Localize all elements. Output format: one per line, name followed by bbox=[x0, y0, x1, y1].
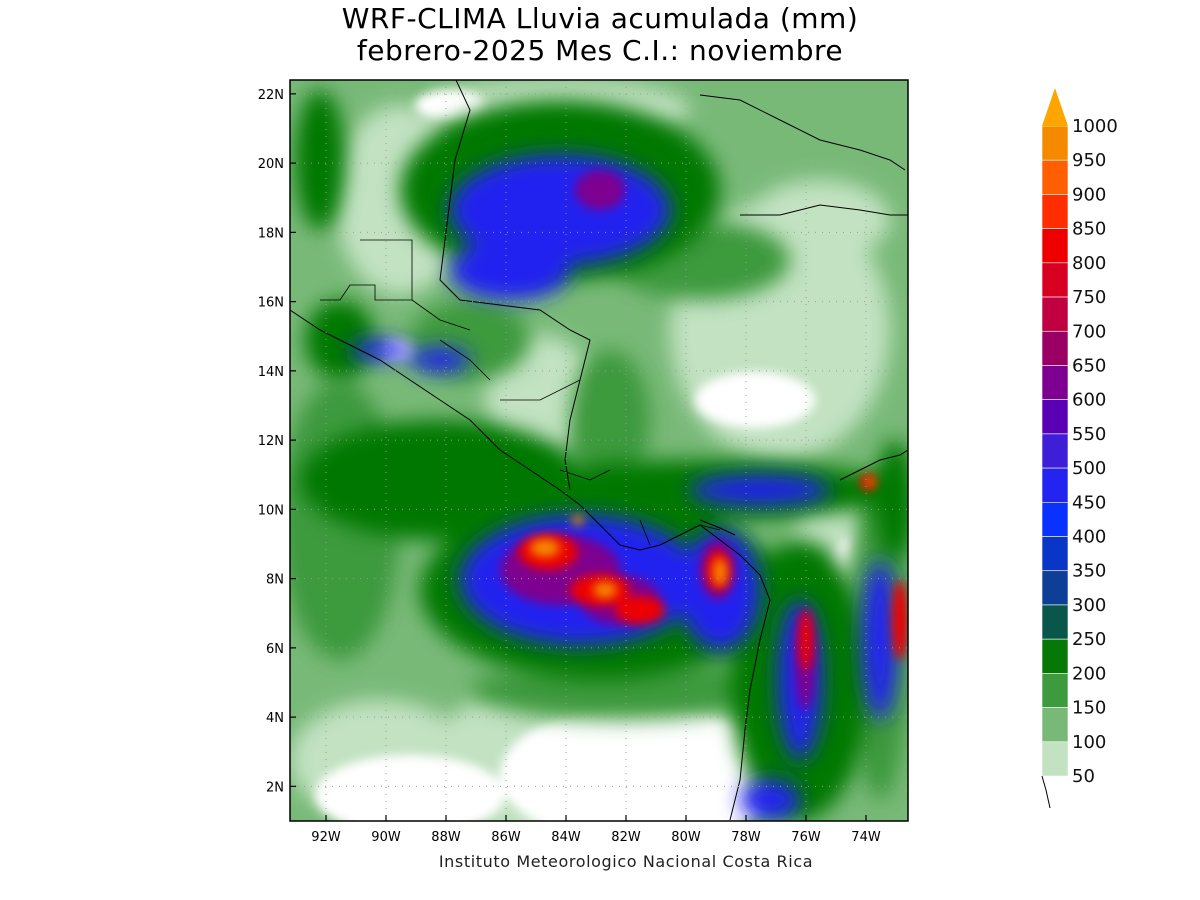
lon-tick-label: 76W bbox=[791, 830, 821, 845]
colorbar-label: 350 bbox=[1072, 561, 1106, 582]
colorbar-underflow-mark bbox=[1041, 775, 1051, 809]
colorbar: 1000 950 900 850 800 750 700 650 600 550 500 450 400… bbox=[1041, 88, 1118, 809]
lon-tick-label: 86W bbox=[491, 830, 521, 845]
plot-frame bbox=[289, 79, 909, 822]
colorbar-swatch bbox=[1041, 159, 1069, 195]
colorbar-label: 50 bbox=[1072, 766, 1095, 787]
colorbar-swatch bbox=[1041, 502, 1069, 537]
chart-title-line1: WRF-CLIMA Lluvia acumulada (mm) bbox=[341, 2, 859, 35]
lon-tick-label: 88W bbox=[431, 830, 461, 845]
colorbar-label: 700 bbox=[1072, 321, 1106, 342]
colorbar-swatch bbox=[1041, 638, 1069, 674]
lat-tick-label: 2N bbox=[266, 780, 284, 795]
colorbar-overflow-triangle bbox=[1042, 88, 1068, 126]
colorbar-swatch bbox=[1041, 399, 1069, 435]
colorbar-swatch bbox=[1041, 125, 1069, 161]
colorbar-swatch bbox=[1041, 194, 1069, 229]
lon-tick-label: 82W bbox=[611, 830, 641, 845]
colorbar-swatch bbox=[1041, 467, 1069, 503]
colorbar-label: 500 bbox=[1072, 458, 1106, 479]
lat-tick-label: 12N bbox=[258, 434, 284, 449]
lon-tick-label: 78W bbox=[731, 830, 761, 845]
lat-tick-label: 18N bbox=[258, 226, 284, 241]
colorbar-label: 450 bbox=[1072, 492, 1106, 513]
colorbar-label: 250 bbox=[1072, 629, 1106, 650]
colorbar-label: 200 bbox=[1072, 663, 1106, 684]
colorbar-label: 750 bbox=[1072, 287, 1106, 308]
lon-tick-label: 90W bbox=[371, 830, 401, 845]
colorbar-swatch bbox=[1041, 228, 1069, 264]
colorbar-label: 850 bbox=[1072, 219, 1106, 240]
colorbar-label: 100 bbox=[1072, 732, 1106, 753]
lon-tick-label: 80W bbox=[671, 830, 701, 845]
colorbar-label: 650 bbox=[1072, 355, 1106, 376]
latitude-axis: 22N 20N 18N 16N 14N 12N 10N 8N 6N 4N 2N bbox=[258, 88, 296, 795]
colorbar-label: 400 bbox=[1072, 527, 1106, 548]
longitude-axis: 92W 90W 88W 86W 84W 82W 80W 78W 76W 74W bbox=[311, 815, 881, 845]
colorbar-swatch bbox=[1041, 673, 1069, 708]
colorbar-label: 600 bbox=[1072, 390, 1106, 411]
colorbar-swatch bbox=[1041, 741, 1069, 777]
lat-tick-label: 10N bbox=[258, 503, 284, 518]
colorbar-swatch bbox=[1041, 604, 1069, 640]
colorbar-label: 550 bbox=[1072, 424, 1106, 445]
colorbar-swatch bbox=[1041, 433, 1069, 469]
colorbar-swatch bbox=[1041, 570, 1069, 606]
lon-tick-label: 84W bbox=[551, 830, 581, 845]
colorbar-label: 950 bbox=[1072, 150, 1106, 171]
lat-tick-label: 8N bbox=[266, 573, 284, 588]
colorbar-label: 150 bbox=[1072, 698, 1106, 719]
lon-tick-label: 92W bbox=[311, 830, 341, 845]
lat-tick-label: 20N bbox=[258, 157, 284, 172]
colorbar-swatch bbox=[1041, 262, 1069, 298]
colorbar-swatch bbox=[1041, 365, 1069, 400]
lat-tick-label: 22N bbox=[258, 88, 284, 103]
lat-tick-label: 16N bbox=[258, 296, 284, 311]
lat-tick-label: 6N bbox=[266, 642, 284, 657]
lat-tick-label: 14N bbox=[258, 365, 284, 380]
precipitation-field bbox=[290, 80, 908, 821]
colorbar-swatch bbox=[1041, 707, 1069, 743]
colorbar-label: 1000 bbox=[1072, 116, 1118, 137]
credit-text: Instituto Meteorologico Nacional Costa R… bbox=[438, 852, 814, 871]
colorbar-label: 900 bbox=[1072, 184, 1106, 205]
colorbar-swatch bbox=[1041, 536, 1069, 572]
colorbar-label: 300 bbox=[1072, 595, 1106, 616]
lat-tick-label: 4N bbox=[266, 711, 284, 726]
lon-tick-label: 74W bbox=[851, 830, 881, 845]
country-borders bbox=[320, 239, 721, 546]
colorbar-swatch bbox=[1041, 330, 1069, 366]
coastlines bbox=[290, 80, 908, 821]
grid-lines bbox=[290, 80, 908, 821]
chart-title-line2: febrero-2025 Mes C.I.: noviembre bbox=[356, 34, 844, 67]
colorbar-swatch bbox=[1041, 296, 1069, 332]
colorbar-label: 800 bbox=[1072, 253, 1106, 274]
